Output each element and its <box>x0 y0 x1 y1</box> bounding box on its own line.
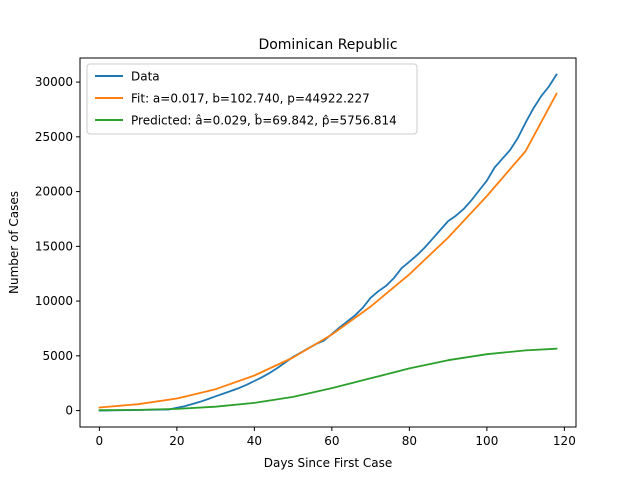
y-tick-label: 5000 <box>42 349 73 363</box>
y-tick-label: 10000 <box>35 294 73 308</box>
y-axis-label: Number of Cases <box>7 191 21 294</box>
y-tick-label: 20000 <box>35 185 73 199</box>
legend-label-fit: Fit: a=0.017, b=102.740, p=44922.227 <box>131 92 370 106</box>
legend-label-data: Data <box>131 70 160 84</box>
series-line-1 <box>98 92 558 409</box>
x-tick-label: 80 <box>402 434 417 448</box>
x-tick-label: 100 <box>475 434 498 448</box>
x-tick-label: 20 <box>169 434 184 448</box>
legend-box <box>86 63 418 135</box>
series-layer <box>98 73 558 412</box>
legend-label-predicted: Predicted: â=0.029, b̂=69.842, p̂=5756.8… <box>131 113 397 127</box>
y-tick-label: 0 <box>65 404 73 418</box>
y-axis: 0 5000 10000 15000 20000 25000 30000 <box>35 75 80 418</box>
y-tick-label: 15000 <box>35 239 73 253</box>
x-tick-label: 40 <box>247 434 262 448</box>
x-axis-label: Days Since First Case <box>264 456 393 470</box>
x-axis: 0 20 40 60 80 100 120 <box>96 427 576 448</box>
legend: Data Fit: a=0.017, b=102.740, p=44922.22… <box>86 63 418 135</box>
y-tick-label: 30000 <box>35 75 73 89</box>
x-tick-label: 0 <box>96 434 104 448</box>
y-tick-label: 25000 <box>35 130 73 144</box>
series-line-0 <box>98 73 558 412</box>
chart-title: Dominican Republic <box>258 37 397 53</box>
x-tick-label: 120 <box>553 434 576 448</box>
plot-area-frame <box>79 57 577 428</box>
x-tick-label: 60 <box>324 434 339 448</box>
series-line-2 <box>98 347 558 412</box>
